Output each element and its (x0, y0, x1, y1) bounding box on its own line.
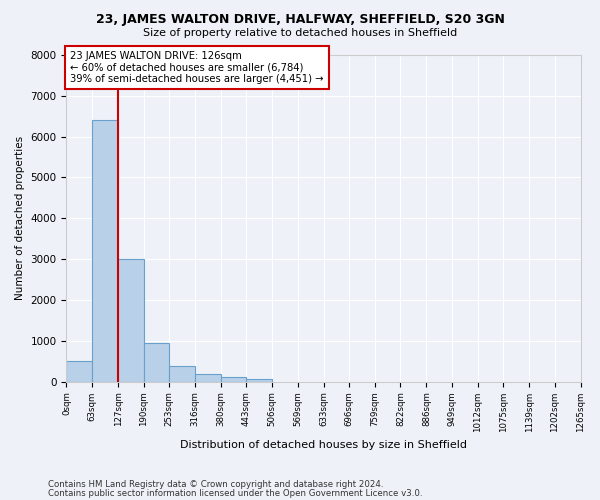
X-axis label: Distribution of detached houses by size in Sheffield: Distribution of detached houses by size … (180, 440, 467, 450)
Text: Contains HM Land Registry data © Crown copyright and database right 2024.: Contains HM Land Registry data © Crown c… (48, 480, 383, 489)
Text: Contains public sector information licensed under the Open Government Licence v3: Contains public sector information licen… (48, 488, 422, 498)
Bar (195, 374, 221, 382)
Bar (118, 259, 143, 382)
Text: 23, JAMES WALTON DRIVE, HALFWAY, SHEFFIELD, S20 3GN: 23, JAMES WALTON DRIVE, HALFWAY, SHEFFIE… (95, 12, 505, 26)
Bar (67, 361, 92, 382)
Bar (92, 120, 118, 382)
Y-axis label: Number of detached properties: Number of detached properties (15, 136, 25, 300)
Bar (221, 378, 247, 382)
Bar (143, 343, 169, 382)
Bar (169, 366, 195, 382)
Text: 23 JAMES WALTON DRIVE: 126sqm
← 60% of detached houses are smaller (6,784)
39% o: 23 JAMES WALTON DRIVE: 126sqm ← 60% of d… (70, 50, 324, 84)
Text: Size of property relative to detached houses in Sheffield: Size of property relative to detached ho… (143, 28, 457, 38)
Bar (247, 378, 272, 382)
